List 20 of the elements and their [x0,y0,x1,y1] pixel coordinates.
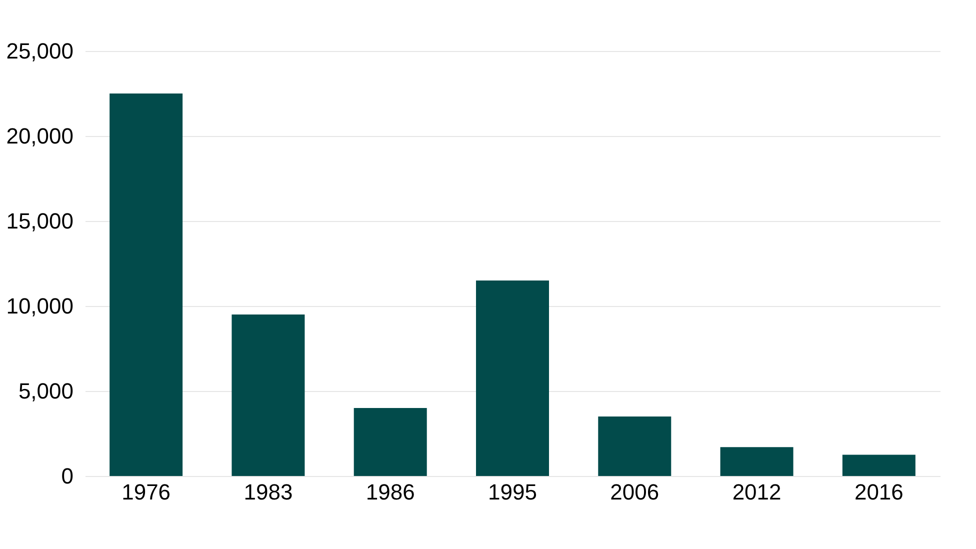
x-tick-label: 1983 [244,480,293,504]
x-tick-label: 2012 [732,480,782,504]
x-tick-label: 1986 [366,480,415,504]
bar [232,314,305,476]
y-tick-label: 25,000 [6,38,74,64]
bar [720,447,794,476]
x-tick-label: 2006 [610,480,660,504]
x-tick-label: 1995 [488,480,537,504]
y-tick-label: 15,000 [6,208,74,234]
y-tick-label: 10,000 [6,294,74,318]
bar [110,94,183,476]
bar [354,408,427,476]
y-tick-label: 5,000 [18,378,74,404]
y-tick-label: 0 [61,464,74,488]
x-tick-label: 2016 [854,480,904,504]
y-tick-label: 20,000 [6,124,74,148]
x-tick-label: 1976 [122,480,171,504]
bar [842,454,916,476]
bar [598,416,672,476]
bar [476,280,549,476]
